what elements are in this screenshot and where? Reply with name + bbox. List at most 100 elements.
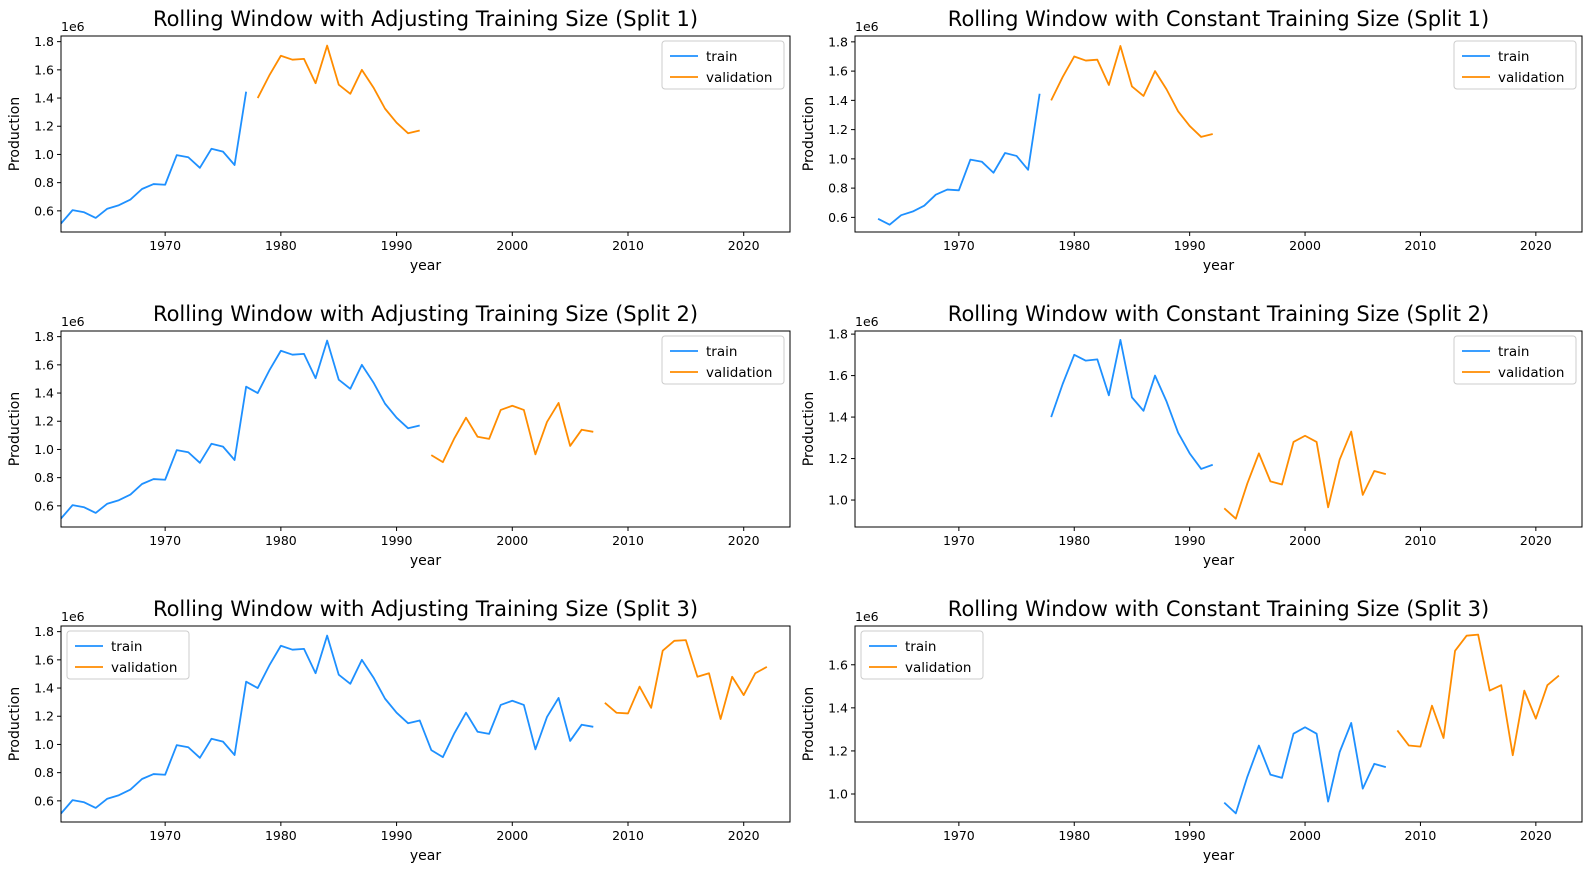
x-tick-label: 2020: [1520, 828, 1552, 843]
x-tick-label: 2000: [1289, 533, 1321, 548]
x-tick-label: 2020: [728, 238, 760, 253]
x-tick-label: 1980: [265, 238, 297, 253]
y-tick-label: 1.2: [828, 451, 848, 466]
x-axis-label: year: [1203, 258, 1234, 274]
legend-label-train: train: [1498, 49, 1529, 65]
x-tick-label: 1990: [381, 238, 413, 253]
series-group: [61, 44, 420, 225]
y-offset-label: 1e6: [61, 609, 85, 624]
y-tick-label: 1.4: [828, 410, 848, 425]
legend: train validation: [66, 630, 190, 680]
x-tick-label: 2010: [612, 238, 644, 253]
y-offset-label: 1e6: [855, 19, 879, 34]
y-tick-label: 0.6: [34, 498, 54, 513]
y-tick-label: 1.0: [34, 442, 54, 457]
x-tick-label: 1970: [943, 238, 975, 253]
subplot-2: Rolling Window with Constant Training Si…: [801, 7, 1583, 274]
x-tick-label: 1970: [149, 238, 181, 253]
subplot-4: Rolling Window with Constant Training Si…: [801, 302, 1583, 569]
x-tick-label: 1970: [149, 533, 181, 548]
chart-title: Rolling Window with Adjusting Training S…: [153, 7, 698, 31]
y-tick-label: 1.8: [34, 329, 54, 344]
legend-label-validation: validation: [1498, 365, 1564, 381]
legend-label-validation: validation: [706, 70, 772, 86]
y-tick-label: 0.8: [34, 175, 54, 190]
x-tick-label: 1970: [149, 828, 181, 843]
series-line-validation: [604, 639, 768, 720]
y-offset-label: 1e6: [855, 314, 879, 329]
x-tick-label: 2020: [1520, 533, 1552, 548]
y-tick-label: 1.0: [828, 787, 848, 802]
x-tick-label: 2020: [728, 828, 760, 843]
y-tick-label: 1.2: [34, 709, 54, 724]
x-tick-label: 1980: [1058, 533, 1090, 548]
series-line-train: [877, 93, 1041, 226]
y-tick-label: 1.8: [828, 327, 848, 342]
x-tick-label: 1980: [265, 828, 297, 843]
y-tick-label: 1.6: [828, 657, 848, 672]
x-axis-label: year: [1203, 553, 1234, 569]
x-axis-label: year: [1203, 848, 1234, 864]
y-tick-label: 1.4: [828, 700, 848, 715]
y-axis-label: Production: [801, 687, 817, 761]
x-tick-label: 1990: [381, 828, 413, 843]
subplot-5: Rolling Window with Adjusting Training S…: [7, 597, 791, 864]
y-axis-label: Production: [7, 392, 23, 466]
series-line-train: [1223, 722, 1387, 815]
x-tick-label: 2010: [612, 828, 644, 843]
y-offset-label: 1e6: [61, 314, 85, 329]
x-tick-label: 2000: [1289, 828, 1321, 843]
x-tick-label: 1990: [381, 533, 413, 548]
series-group: [877, 45, 1213, 226]
y-tick-label: 0.6: [828, 210, 848, 225]
x-tick-label: 2010: [1405, 238, 1437, 253]
series-line-validation: [256, 44, 420, 135]
series-line-train: [61, 634, 594, 815]
y-tick-label: 1.6: [34, 62, 54, 77]
subplot-3: Rolling Window with Adjusting Training S…: [7, 302, 791, 569]
chart-title: Rolling Window with Constant Training Si…: [948, 597, 1489, 621]
y-tick-label: 1.6: [828, 64, 848, 79]
axes-frame: [854, 625, 1583, 823]
series-line-validation: [1223, 430, 1387, 520]
legend-label-train: train: [706, 49, 737, 65]
series-line-validation: [1050, 45, 1213, 138]
y-tick-label: 0.8: [34, 765, 54, 780]
series-line-validation: [1396, 633, 1560, 757]
y-tick-label: 1.2: [34, 414, 54, 429]
y-tick-label: 0.8: [34, 470, 54, 485]
series-line-train: [61, 339, 420, 520]
x-tick-label: 2010: [1405, 828, 1437, 843]
legend-label-train: train: [111, 639, 142, 655]
chart-title: Rolling Window with Constant Training Si…: [948, 7, 1489, 31]
y-tick-label: 1.6: [828, 368, 848, 383]
x-tick-label: 1970: [943, 533, 975, 548]
series-group: [1050, 339, 1387, 520]
series-group: [1223, 633, 1560, 815]
x-axis-label: year: [410, 258, 441, 274]
series-line-validation: [430, 402, 594, 464]
x-tick-label: 2020: [1520, 238, 1552, 253]
series-line-train: [1050, 339, 1214, 470]
y-tick-label: 0.6: [34, 793, 54, 808]
y-tick-label: 1.0: [828, 493, 848, 508]
series-group: [61, 339, 594, 520]
y-axis-label: Production: [801, 97, 817, 171]
y-tick-label: 1.4: [34, 681, 54, 696]
legend: train validation: [661, 40, 785, 90]
y-tick-label: 1.8: [34, 624, 54, 639]
y-tick-label: 0.8: [828, 181, 848, 196]
x-tick-label: 1970: [943, 828, 975, 843]
x-axis-label: year: [410, 553, 441, 569]
axes-frame: [854, 330, 1583, 528]
legend: train validation: [1453, 40, 1577, 90]
chart-title: Rolling Window with Adjusting Training S…: [153, 302, 698, 326]
chart-title: Rolling Window with Constant Training Si…: [948, 302, 1489, 326]
series-line-train: [61, 91, 248, 225]
x-tick-label: 2000: [496, 828, 528, 843]
y-tick-label: 1.4: [34, 91, 54, 106]
subplot-1: Rolling Window with Adjusting Training S…: [7, 7, 791, 274]
y-tick-label: 0.6: [34, 203, 54, 218]
y-tick-label: 1.2: [34, 119, 54, 134]
